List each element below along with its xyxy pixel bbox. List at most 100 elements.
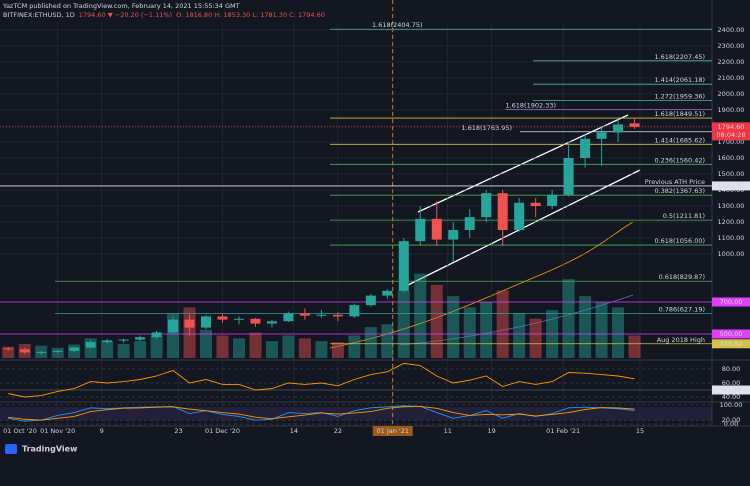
volume-bar [348, 335, 361, 358]
price-tag-label: 438.84 [720, 340, 743, 348]
price-tag [712, 339, 750, 349]
level-label: 1.414(1685.62) [654, 136, 705, 144]
price-tag [712, 297, 750, 307]
volume-bar [2, 346, 15, 358]
x-tick-label: 01 Nov '20 [40, 427, 75, 435]
candle-body [69, 347, 80, 351]
level-label: 1.618(1902.33) [505, 102, 556, 110]
candle-body [168, 319, 179, 333]
volume-bar [628, 335, 641, 358]
volume-bar [298, 338, 311, 358]
volume-bar [414, 273, 427, 358]
candle-body [365, 295, 376, 306]
x-tick-label: 19 [488, 427, 496, 435]
volume-bar [496, 290, 509, 358]
y-tick-label: 2100.00 [718, 74, 745, 82]
y-tick-label: 2400.00 [718, 26, 745, 34]
volume-bar [150, 335, 163, 358]
candle-body [316, 314, 327, 316]
y-tick-label: 1500.00 [718, 170, 745, 178]
x-tick-label: 01 Jan '21 [377, 427, 409, 435]
candle-body [283, 313, 294, 322]
y-tick-label: 2000.00 [718, 90, 745, 98]
level-label: 0.382(1367.63) [654, 187, 705, 195]
volume-bar [397, 290, 410, 358]
level-label: 1.414(2061.18) [654, 76, 705, 84]
y-tick-label: 2200.00 [718, 58, 745, 66]
candle-body [431, 218, 442, 240]
candle-body [266, 321, 277, 324]
candle-body [349, 305, 360, 317]
volume-bar [447, 296, 460, 358]
x-tick-label: 23 [174, 427, 182, 435]
candle-body [514, 202, 525, 230]
volume-bar [562, 279, 575, 358]
candle-body [563, 158, 574, 195]
price-tag-label: 1425.37 [718, 182, 745, 190]
stoch-d [8, 405, 635, 421]
stoch-tick-label: 0.00 [724, 420, 738, 428]
candle-body [382, 290, 393, 296]
x-tick-label: 9 [100, 427, 104, 435]
y-tick-label: 1100.00 [718, 234, 745, 242]
candle-body [151, 332, 162, 338]
x-tick-label: 01 Feb '21 [546, 427, 580, 435]
candle-body [415, 218, 426, 242]
volume-bar [430, 284, 443, 358]
symbol: BITFINEX:ETHUSD, 1D [3, 11, 75, 19]
y-tick-label: 1900.00 [718, 106, 745, 114]
candle-body [398, 241, 409, 291]
date-marker-box [372, 426, 413, 436]
candle-body [102, 340, 113, 342]
volume-bar [595, 301, 608, 358]
x-tick-label: 01 Dec '20 [205, 427, 240, 435]
y-tick-label: 1700.00 [718, 138, 745, 146]
last-price-label: 1794.60 [718, 123, 745, 131]
candle-body [217, 316, 228, 320]
volume-bar [364, 327, 377, 358]
y-tick-label: 1000.00 [718, 250, 745, 258]
rsi-tag [712, 385, 750, 395]
level-label: Aug 2018 High [657, 336, 705, 344]
level-label: 0.618(1056.00) [654, 237, 705, 245]
volume-bar [381, 324, 394, 358]
x-tick-label: 14 [290, 427, 298, 435]
x-tick-label: 01 Oct '20 [3, 427, 37, 435]
volume-bar [463, 307, 476, 358]
candle-body [3, 348, 14, 350]
candle-body [448, 230, 459, 240]
level-label: 0.236(1560.42) [654, 156, 705, 164]
candle-body [85, 342, 96, 348]
moving-average [329, 221, 634, 349]
volume-bar [265, 341, 278, 358]
rsi-tick-label: 40.00 [722, 393, 741, 401]
level-label: 1.618(1849.51) [654, 110, 705, 118]
rsi-tick-label: 80.00 [722, 365, 741, 373]
volume-bar [513, 313, 526, 358]
moving-average [399, 294, 634, 346]
volume-bar [249, 332, 262, 358]
level-label: 1.618(2404.75) [372, 21, 423, 29]
countdown: 08:04:28 [716, 131, 745, 139]
candle-body [184, 319, 195, 328]
stoch-tick-label: 20.00 [722, 416, 741, 424]
rsi-tag-label: 50.00 [722, 386, 741, 394]
level-label: 1.272(1959.36) [654, 93, 705, 101]
candle-body [580, 138, 591, 158]
price-tag [712, 329, 750, 339]
stoch-band [0, 407, 712, 420]
level-label: Previous ATH Price [645, 178, 705, 186]
symbol-line: BITFINEX:ETHUSD, 1D 1794.60 ▼ −20.20 (−1.… [3, 11, 325, 19]
candle-body [629, 123, 640, 127]
candle-body [250, 318, 261, 324]
candle-body [19, 349, 30, 353]
last-price-tag [712, 122, 750, 141]
volume-bar [134, 341, 147, 358]
brand-logo [5, 444, 17, 454]
volume-bar [480, 301, 493, 358]
candle-body [233, 318, 244, 320]
volume-bar [232, 338, 245, 358]
price-tag [712, 181, 750, 191]
price-tag-label: 500.00 [720, 330, 743, 338]
